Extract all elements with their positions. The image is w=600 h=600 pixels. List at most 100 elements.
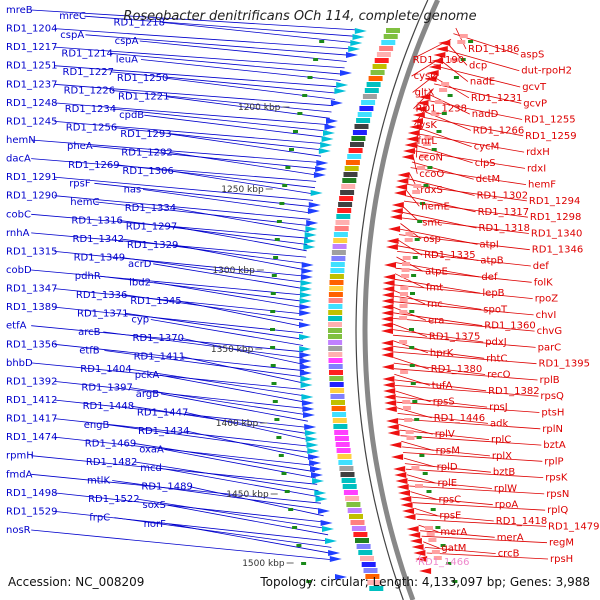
feature-block [369,586,384,591]
feature-block [401,274,410,278]
feature-block [399,316,408,320]
gene-label-right: osp [423,234,441,245]
feature-block [341,184,356,189]
gene-label-right: chvG [537,326,563,337]
leader-line [393,357,429,370]
leader-line [164,449,317,479]
gene-label-left: norF [144,519,167,530]
gene-label-right: rpsH [550,554,573,565]
gene-label-left: pdhR [75,271,101,282]
feature-block [335,442,350,447]
gene-label-right: RD1_1317 [478,207,529,218]
leader-line [402,446,490,457]
leader-line [31,325,304,353]
leader-line [140,59,341,81]
leader-line [85,34,349,56]
leader-line [134,461,319,491]
gene-label-right: aspS [520,49,544,60]
leader-line [403,457,435,468]
gene-label-left: RD1_1412 [6,395,57,406]
feature-arrow [381,364,394,370]
feature-arrow [398,490,410,496]
feature-block [329,376,344,381]
marker [423,184,429,187]
feature-block [345,160,360,165]
feature-block [330,268,345,273]
feature-arrow [424,76,437,82]
gene-label-right: rpsS [433,397,455,408]
feature-block [406,436,415,440]
marker [272,400,278,403]
gene-label-highlight: RD1_1466 [418,557,469,568]
feature-arrow [300,286,313,292]
leader-line [178,300,304,327]
feature-block [354,124,369,129]
gene-label-left: RD1_1315 [6,246,57,257]
feature-arrow [321,136,334,142]
marker [453,76,459,79]
feature-block [359,106,374,111]
gene-label-right: tufA [432,380,453,391]
leader-line [415,547,426,563]
gene-label-left: mreC [59,11,86,22]
feature-block [329,274,344,279]
leader-line [168,523,334,555]
feature-arrow [320,520,333,526]
feature-block [357,112,372,117]
feature-arrow [408,532,421,538]
feature-arrow [352,34,365,40]
gene-label-right: rpoZ [535,294,559,305]
feature-block [400,286,409,290]
marker [409,364,415,367]
feature-block [361,100,376,105]
gene-label-right: recO [487,370,511,381]
marker [319,40,325,43]
gene-label-left: cpdB [119,110,144,121]
feature-arrow [340,70,352,76]
feature-block [435,100,444,104]
feature-arrow [334,88,347,94]
leader-line [170,170,315,195]
gene-label-left: RD1_1214 [61,48,112,59]
feature-block [347,154,362,159]
marker [279,202,285,205]
leader-line [31,362,306,390]
gene-label-left: RD1_1434 [138,426,189,437]
marker [282,184,288,187]
leader-line [405,189,420,207]
gene-label-left: RD1_1411 [134,352,185,363]
feature-arrow [316,160,329,166]
feature-arrow [386,418,399,424]
marker [276,220,282,223]
gene-label-left: etfB [79,346,100,357]
leader-line [428,100,523,120]
marker [270,292,276,295]
feature-arrow [391,202,404,208]
feature-arrow [326,118,338,124]
gene-label-left: RD1_1217 [6,42,57,53]
feature-block [439,88,448,92]
gene-label-left: RD1_1329 [127,240,178,251]
leader-line [84,15,356,37]
gene-label-right: merA [440,527,467,538]
leader-line [392,329,484,343]
leader-line [395,267,532,283]
feature-block [328,358,343,363]
leader-line [186,430,313,460]
feature-block [450,58,458,62]
feature-block [366,82,381,87]
gene-label-left: cobC [6,209,31,220]
gene-label-left: nosR [6,525,31,536]
gene-label-left: RD1_1306 [122,166,173,177]
leader-line [173,207,309,233]
feature-block [350,142,364,147]
gene-label-right: def [481,272,498,283]
feature-block [402,406,411,410]
gene-label-right: chvI [536,310,557,321]
feature-arrow [409,124,422,130]
feature-block [340,472,355,477]
feature-block [328,328,342,333]
feature-arrow [301,268,314,274]
feature-block [379,46,394,51]
tick-label: 1450 kbp [226,490,269,500]
